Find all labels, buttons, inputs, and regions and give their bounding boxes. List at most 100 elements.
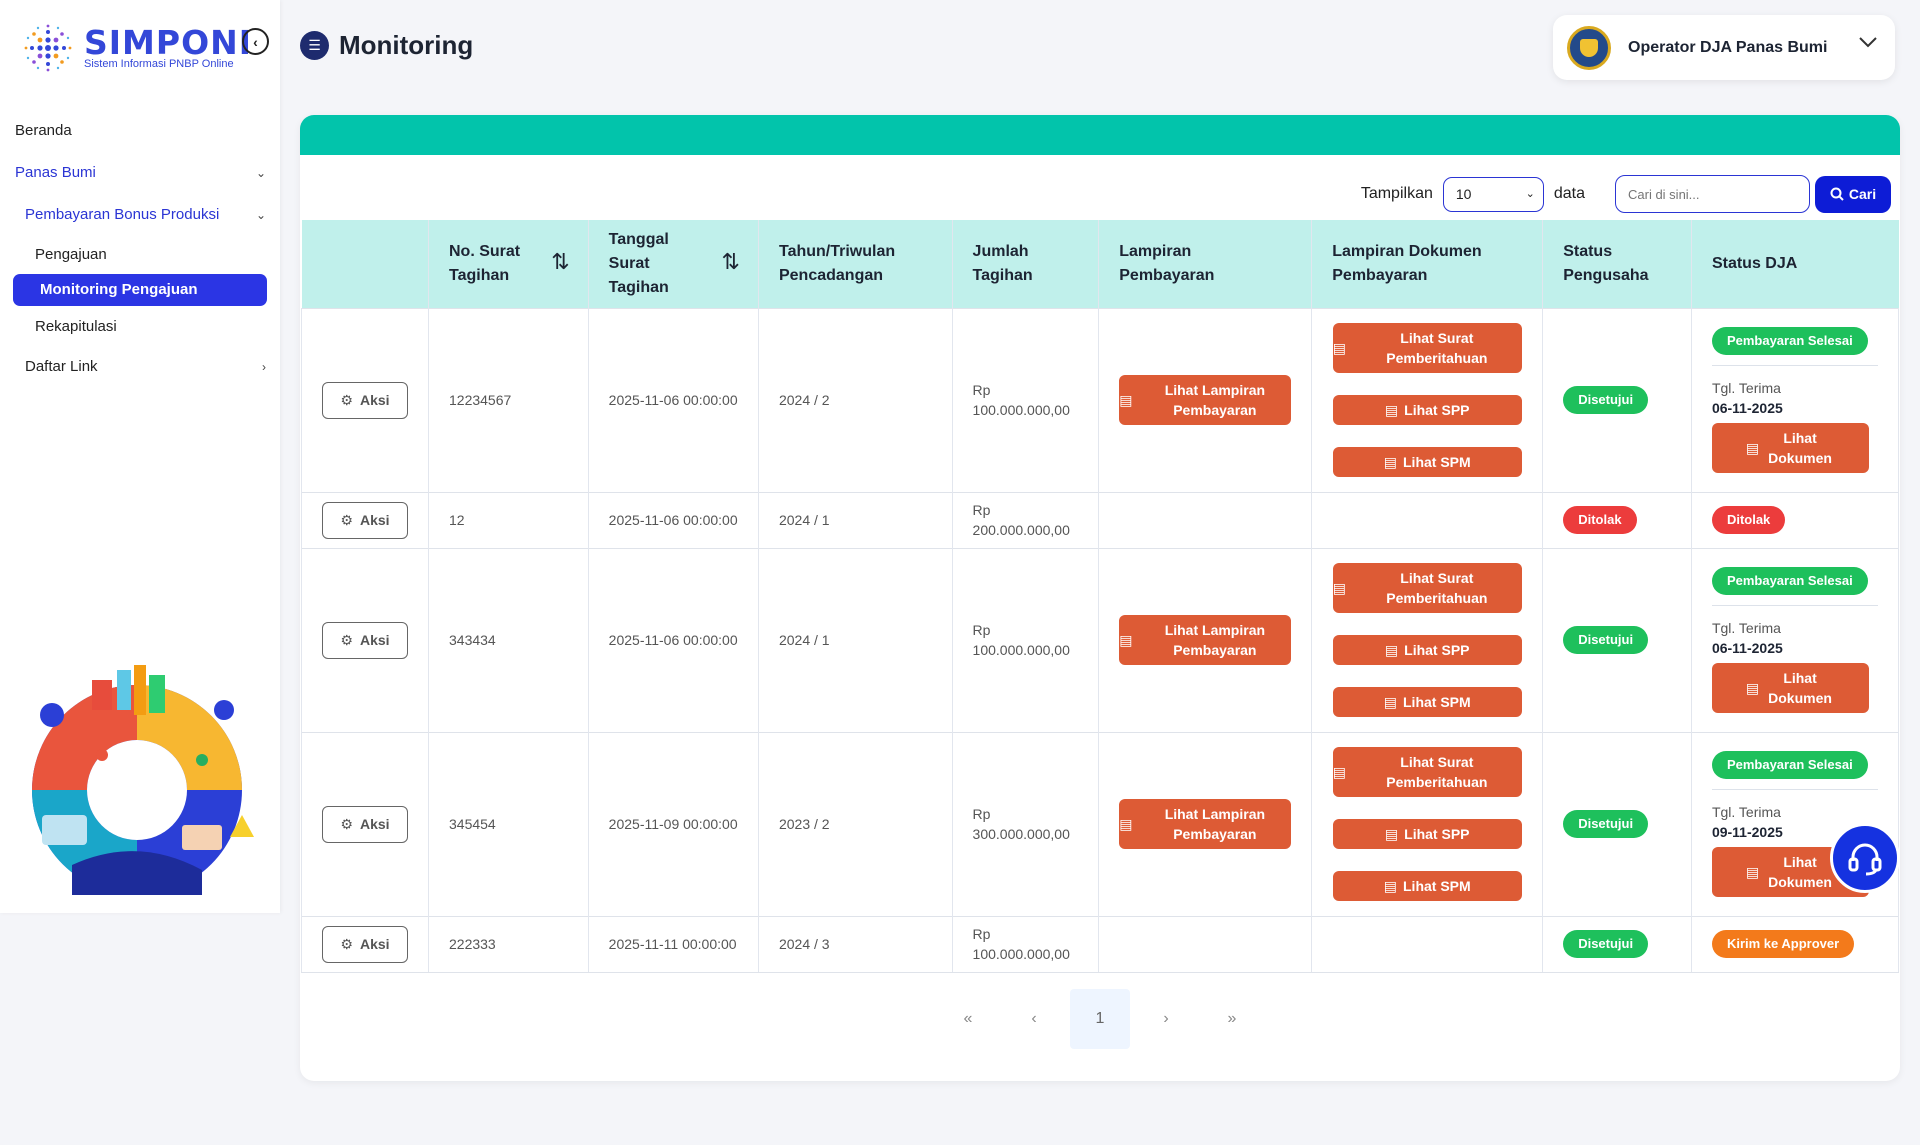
lihat-spp-button[interactable]: ▤ Lihat SPP — [1332, 395, 1522, 425]
cell-jumlah: Rp 100.000.000,00 — [952, 547, 1100, 732]
lihat-spp-button[interactable]: ▤ Lihat SPP — [1332, 635, 1522, 665]
sidebar-item-panas-bumi[interactable]: Panas Bumi ⌄ — [0, 152, 280, 194]
lihat-dokumen-button[interactable]: ▤ Lihat Dokumen — [1711, 423, 1869, 473]
button-label: Lihat SPP — [1404, 826, 1470, 842]
page-current[interactable]: 1 — [1070, 989, 1130, 1049]
cell-tanggal: 2025-11-06 00:00:00 — [588, 491, 759, 548]
search-icon — [1830, 187, 1844, 201]
button-label: Lihat Lampiran Pembayaran — [1164, 806, 1266, 842]
currency: Rp — [972, 806, 991, 822]
sidebar-item-label: Beranda — [15, 122, 72, 139]
page-prev-button[interactable]: ‹ — [1031, 1010, 1037, 1027]
lihat-surat-button[interactable]: ▤ Lihat Surat Pemberitahuan — [1332, 747, 1522, 797]
amount: 100.000.000,00 — [972, 402, 1070, 418]
header-label: Lampiran Dokumen Pembayaran — [1332, 242, 1482, 284]
status-badge: Disetujui — [1563, 626, 1649, 654]
table-row: ⚙ Aksi 343434 2025-11-06 00:00:00 2024 / … — [301, 547, 1900, 732]
gear-icon: ⚙ — [340, 512, 353, 528]
lihat-spp-button[interactable]: ▤ Lihat SPP — [1332, 819, 1522, 849]
document-icon: ▤ — [1332, 340, 1346, 356]
col-header-no-surat[interactable]: No. Surat Tagihan ⇅ — [428, 220, 589, 308]
search-input[interactable] — [1615, 175, 1810, 213]
button-label: Lihat Dokumen — [1768, 430, 1832, 466]
lihat-lampiran-button[interactable]: ▤ Lihat Lampiran Pembayaran — [1119, 799, 1292, 849]
sidebar-item-daftar-link[interactable]: Daftar Link › — [0, 346, 280, 388]
col-header-tanggal[interactable]: Tanggal Surat Tagihan ⇅ — [588, 220, 759, 308]
page-last-button[interactable]: » — [1227, 1010, 1237, 1027]
table-toolbar: Tampilkan 10 ⌄ data Cari — [1361, 175, 1891, 213]
aksi-label: Aksi — [359, 512, 390, 528]
app-logo[interactable]: SIMPONI Sistem Informasi PNBP Online — [18, 18, 252, 78]
button-label: Lihat Surat Pemberitahuan — [1386, 330, 1488, 366]
cell-periode: 2024 / 3 — [758, 915, 953, 973]
page-size-value: 10 — [1455, 185, 1472, 202]
tgl-terima-value: 06-11-2025 — [1711, 400, 1783, 416]
status-badge: Kirim ke Approver — [1711, 930, 1855, 958]
page-next-button[interactable]: › — [1163, 1010, 1169, 1027]
button-label: Lihat SPM — [1403, 454, 1471, 470]
lihat-lampiran-button[interactable]: ▤ Lihat Lampiran Pembayaran — [1119, 375, 1292, 425]
aksi-label: Aksi — [359, 632, 390, 648]
lihat-spm-button[interactable]: ▤ Lihat SPM — [1332, 447, 1522, 477]
cell-jumlah: Rp 100.000.000,00 — [952, 915, 1100, 973]
help-button[interactable] — [1830, 823, 1900, 893]
status-badge: Disetujui — [1563, 930, 1649, 958]
col-header-lampiran: Lampiran Pembayaran — [1098, 220, 1313, 308]
button-label: Lihat SPM — [1403, 694, 1471, 710]
card-header-band — [300, 115, 1900, 155]
monitoring-card: Tampilkan 10 ⌄ data Cari No. Surat Tagiha… — [300, 115, 1900, 1081]
gear-icon: ⚙ — [340, 632, 353, 648]
cell-no: 345454 — [428, 731, 589, 916]
aksi-button[interactable]: ⚙ Aksi — [322, 621, 408, 659]
status-badge: Ditolak — [1563, 506, 1637, 534]
button-label: Lihat SPP — [1404, 642, 1470, 658]
search-button[interactable]: Cari — [1815, 175, 1891, 213]
col-header-lampiran-dokumen: Lampiran Dokumen Pembayaran — [1311, 220, 1544, 308]
table-row: ⚙ Aksi 222333 2025-11-11 00:00:00 2024 / … — [301, 915, 1900, 973]
collapse-icon[interactable]: ‹ — [242, 28, 269, 55]
cell-no: 222333 — [428, 915, 589, 973]
data-label: data — [1553, 185, 1585, 202]
sidebar-item-monitoring-pengajuan[interactable]: Monitoring Pengajuan — [13, 274, 267, 306]
col-header-periode: Tahun/Triwulan Pencadangan — [758, 220, 953, 308]
button-label: Lihat Dokumen — [1768, 854, 1832, 890]
sidebar-item-beranda[interactable]: Beranda — [0, 110, 280, 152]
sort-icon[interactable]: ⇅ — [721, 249, 740, 274]
currency: Rp — [972, 382, 991, 398]
document-icon: ▤ — [1119, 816, 1133, 832]
lihat-surat-button[interactable]: ▤ Lihat Surat Pemberitahuan — [1332, 323, 1522, 373]
table-row: ⚙ Aksi 12234567 2025-11-06 00:00:00 2024 … — [301, 307, 1900, 492]
status-badge: Disetujui — [1563, 810, 1649, 838]
lihat-lampiran-button[interactable]: ▤ Lihat Lampiran Pembayaran — [1119, 615, 1292, 665]
cell-jumlah: Rp 100.000.000,00 — [952, 307, 1100, 492]
status-badge: Ditolak — [1711, 506, 1786, 534]
document-icon: ▤ — [1384, 826, 1399, 842]
lihat-surat-button[interactable]: ▤ Lihat Surat Pemberitahuan — [1332, 563, 1522, 613]
sidebar-item-pembayaran-bonus-produksi[interactable]: Pembayaran Bonus Produksi ⌄ — [0, 194, 280, 236]
document-icon: ▤ — [1384, 642, 1399, 658]
tgl-terima-label: Tgl. Terima — [1711, 620, 1781, 636]
sort-icon[interactable]: ⇅ — [551, 249, 570, 274]
currency: Rp — [972, 926, 991, 942]
sidebar-item-pengajuan[interactable]: Pengajuan — [0, 236, 280, 274]
currency: Rp — [972, 502, 991, 518]
aksi-button[interactable]: ⚙ Aksi — [322, 381, 408, 419]
tgl-terima-value: 06-11-2025 — [1711, 640, 1783, 656]
lihat-spm-button[interactable]: ▤ Lihat SPM — [1332, 687, 1522, 717]
aksi-button[interactable]: ⚙ Aksi — [322, 805, 408, 843]
sidebar-item-rekapitulasi[interactable]: Rekapitulasi — [0, 308, 280, 346]
user-name: Operator DJA Panas Bumi — [1628, 38, 1828, 56]
lihat-dokumen-button[interactable]: ▤ Lihat Dokumen — [1711, 663, 1869, 713]
page-first-button[interactable]: « — [963, 1010, 973, 1027]
page-size-select[interactable]: 10 ⌄ — [1442, 176, 1544, 212]
aksi-button[interactable]: ⚙ Aksi — [322, 501, 408, 539]
aksi-button[interactable]: ⚙ Aksi — [322, 925, 408, 963]
tgl-terima-label: Tgl. Terima — [1711, 380, 1781, 396]
sidebar-item-label: Panas Bumi — [15, 164, 96, 181]
lihat-spm-button[interactable]: ▤ Lihat SPM — [1332, 871, 1522, 901]
user-menu[interactable]: Operator DJA Panas Bumi — [1553, 15, 1895, 80]
chevron-down-icon[interactable] — [1859, 35, 1877, 53]
button-label: Lihat Lampiran Pembayaran — [1164, 622, 1266, 658]
col-header-aksi — [301, 220, 429, 308]
document-icon: ▤ — [1332, 764, 1346, 780]
